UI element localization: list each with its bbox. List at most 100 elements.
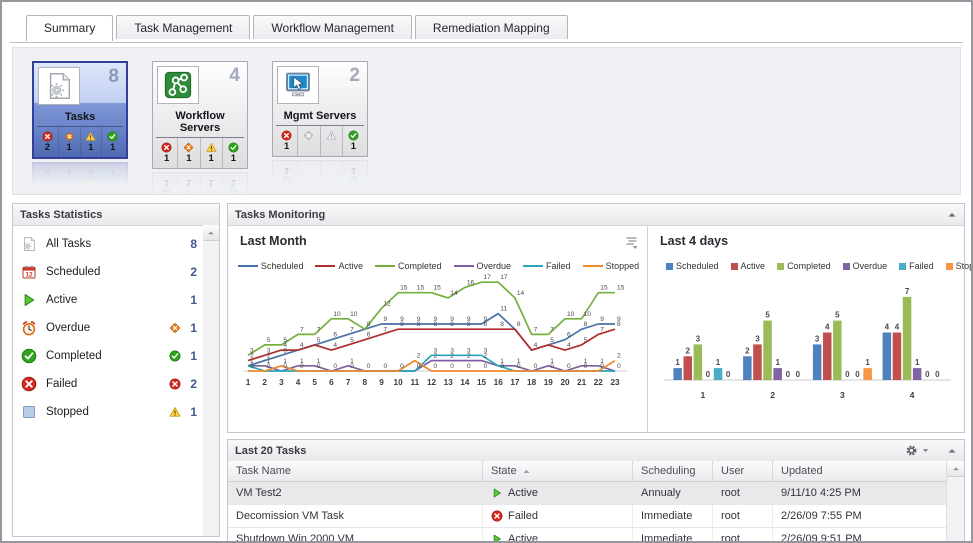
card-status-diamond-disabled xyxy=(297,126,319,156)
svg-text:7: 7 xyxy=(905,287,910,296)
card-status-overdue: 1 xyxy=(177,173,200,202)
tasks-doc-icon xyxy=(21,236,37,252)
svg-text:17: 17 xyxy=(484,274,492,281)
gear-icon[interactable] xyxy=(905,444,918,457)
legend-label: Scheduled xyxy=(260,261,304,271)
ok-icon xyxy=(107,179,118,190)
cell-task-name: VM Test2 xyxy=(228,482,483,504)
ok-icon xyxy=(167,350,183,362)
svg-text:6: 6 xyxy=(329,378,334,387)
column-header-state[interactable]: State xyxy=(483,461,633,481)
column-header-user[interactable]: User xyxy=(713,461,773,481)
legend-label: Scheduled xyxy=(676,261,719,271)
legend-item-completed: Completed xyxy=(777,261,831,271)
svg-text:5: 5 xyxy=(267,337,271,344)
legend-swatch xyxy=(666,262,673,270)
cell-updated: 9/11/10 4:25 PM xyxy=(773,482,947,504)
table-scrollbar[interactable] xyxy=(946,461,964,541)
card-status-ok: 1 xyxy=(101,127,123,157)
column-header-updated[interactable]: Updated xyxy=(773,461,947,481)
svg-text:15: 15 xyxy=(477,378,487,387)
svg-text:7: 7 xyxy=(346,378,351,387)
svg-text:8: 8 xyxy=(467,321,471,328)
svg-text:12: 12 xyxy=(427,378,437,387)
last-4-days-title: Last 4 days xyxy=(660,234,729,248)
card-status-count: 1 xyxy=(283,141,290,152)
legend-swatch xyxy=(582,265,603,267)
table-scroll-up-button[interactable] xyxy=(947,461,964,477)
svg-text:0: 0 xyxy=(500,363,504,370)
svg-text:0: 0 xyxy=(855,370,860,379)
stat-item-scheduled[interactable]: 12 Scheduled 2 xyxy=(13,258,203,286)
tasks-statistics-panel: Tasks Statistics All Tasks 8 12 Schedule… xyxy=(12,203,220,537)
stats-scroll-up-button[interactable] xyxy=(203,225,219,241)
svg-text:7: 7 xyxy=(317,326,321,333)
stat-label: Active xyxy=(46,294,78,306)
tab-workflow-management[interactable]: Workflow Management xyxy=(253,15,412,39)
card-mgmt-servers[interactable]: 2 Mgmt Servers 11 xyxy=(272,160,368,190)
card-status-failed: 1 xyxy=(156,138,177,168)
failed-icon xyxy=(491,510,503,522)
svg-text:14: 14 xyxy=(460,378,470,387)
gear-caret-icon[interactable] xyxy=(922,447,929,454)
chart-menu-icon[interactable] xyxy=(624,235,639,250)
play-icon xyxy=(491,533,503,541)
stat-item-active[interactable]: Active 1 xyxy=(13,286,203,314)
cell-scheduling: Immediate xyxy=(633,528,713,541)
svg-text:3: 3 xyxy=(484,347,488,354)
card-status-warning: 1 xyxy=(199,173,222,202)
workflow-icon xyxy=(163,70,193,100)
svg-text:16: 16 xyxy=(467,279,475,286)
card-label: Tasks xyxy=(37,109,123,127)
column-header-scheduling[interactable]: Scheduling xyxy=(633,461,713,481)
card-status-row: 2 1 1 1 xyxy=(37,127,123,157)
cell-state: Active xyxy=(483,528,633,541)
svg-text:4: 4 xyxy=(895,323,900,332)
table-row[interactable]: VM Test2 Active Annualy root 9/11/10 4:2… xyxy=(228,482,947,505)
card-status-count: 1 xyxy=(208,153,214,164)
svg-text:7: 7 xyxy=(534,326,538,333)
stat-item-overdue[interactable]: Overdue 1 xyxy=(13,314,203,342)
svg-text:1: 1 xyxy=(716,358,721,367)
card-status-failed: 1 xyxy=(276,161,297,190)
tab-task-management[interactable]: Task Management xyxy=(116,15,251,39)
scroll-up-icon xyxy=(207,229,215,237)
collapse-monitoring-icon[interactable] xyxy=(947,210,957,220)
legend-swatch xyxy=(777,262,785,270)
svg-text:5: 5 xyxy=(584,337,588,344)
svg-text:1: 1 xyxy=(300,358,304,365)
table-row[interactable]: Decomission VM Task Failed Immediate roo… xyxy=(228,505,947,528)
ok-icon xyxy=(348,130,359,141)
stat-item-stopped[interactable]: Stopped 1 xyxy=(13,398,203,426)
svg-text:0: 0 xyxy=(467,363,471,370)
card-status-count: 1 xyxy=(230,177,237,188)
stat-item-all-tasks[interactable]: All Tasks 8 xyxy=(13,230,203,258)
stat-item-failed[interactable]: Failed 2 xyxy=(13,370,203,398)
line-chart-legend: Scheduled Active Completed Overdue Faile… xyxy=(237,261,639,271)
stats-scrollbar[interactable] xyxy=(203,225,219,536)
stat-count: 1 xyxy=(190,405,197,419)
svg-text:2: 2 xyxy=(770,390,775,400)
tab-summary[interactable]: Summary xyxy=(26,15,114,41)
svg-text:12: 12 xyxy=(384,300,392,307)
table-row[interactable]: Shutdown Win 2000 VM Active Immediate ro… xyxy=(228,528,947,541)
collapse-table-icon[interactable] xyxy=(947,446,957,456)
warning-disabled-icon xyxy=(326,130,337,141)
svg-text:4: 4 xyxy=(534,342,538,349)
legend-swatch xyxy=(523,265,544,267)
tab-remediation-mapping[interactable]: Remediation Mapping xyxy=(414,15,568,39)
stat-item-completed[interactable]: Completed 1 xyxy=(13,342,203,370)
svg-text:18: 18 xyxy=(527,378,537,387)
card-status-ok: 1 xyxy=(341,126,364,156)
svg-text:8: 8 xyxy=(584,321,588,328)
cell-state: Active xyxy=(483,482,633,504)
column-header-task-name[interactable]: Task Name xyxy=(228,461,483,481)
